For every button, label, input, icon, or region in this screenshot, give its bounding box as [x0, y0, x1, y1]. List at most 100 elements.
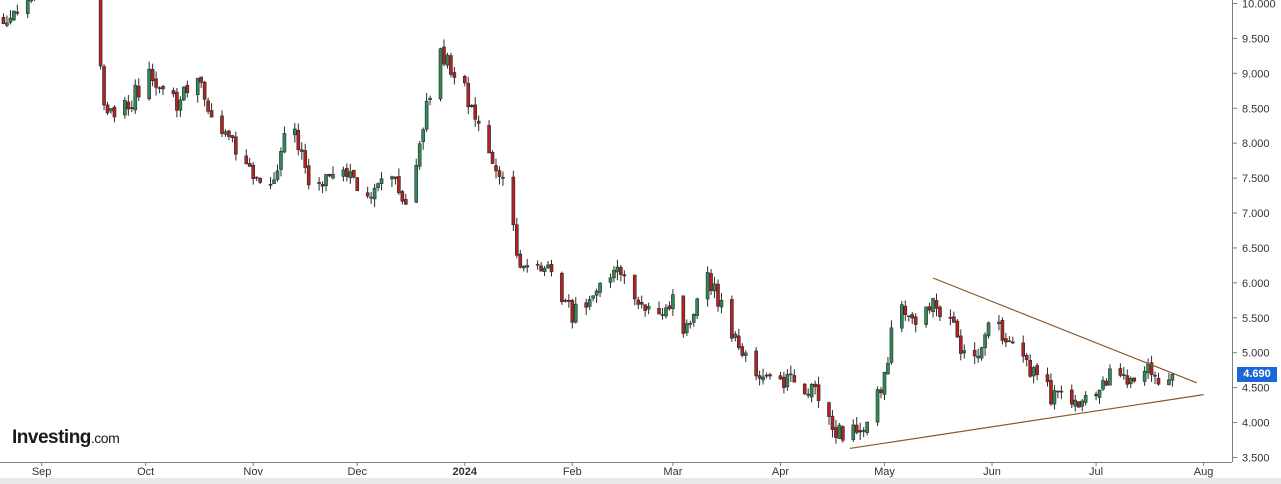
candle-body [1059, 390, 1064, 393]
candle-body [272, 179, 276, 184]
candle-body [778, 375, 783, 380]
candle-body [445, 54, 450, 66]
y-axis: 3.500 4.000 4.500 5.000 5.500 6.000 6.500 7.000… [1232, 0, 1276, 465]
lower-trendline[interactable] [849, 394, 1204, 450]
y-tick-label: 7.000 [1242, 208, 1270, 220]
x-tick-label: Jul [1089, 466, 1103, 478]
candle-body [421, 129, 425, 142]
x-tick-label: Dec [347, 466, 367, 478]
candle-body [1108, 368, 1112, 386]
candle-body [636, 299, 641, 305]
candle-body [147, 68, 151, 100]
candle-body [1125, 375, 1130, 385]
candle-body [546, 264, 550, 269]
candle-body [1076, 401, 1081, 408]
candle-body [424, 100, 429, 130]
candle-body [417, 143, 422, 167]
candle-body [719, 299, 724, 308]
candle-body [806, 393, 810, 396]
candle-body [976, 355, 980, 359]
candle-body [501, 176, 505, 179]
candle-body [584, 302, 588, 308]
candle-body [632, 274, 637, 300]
y-tick-label: 3.500 [1242, 453, 1270, 465]
candle-body [182, 86, 186, 101]
candle-body [924, 306, 928, 325]
candle-body [404, 199, 408, 205]
candle-body [622, 274, 627, 277]
candle-body [195, 77, 200, 96]
candle-body [112, 106, 117, 118]
candle-body [275, 170, 280, 180]
candle-body [837, 424, 842, 439]
candle-body [938, 306, 942, 317]
candle-body [972, 349, 977, 357]
upper-trendline[interactable] [932, 277, 1197, 384]
candle-body [452, 72, 457, 78]
candle-body [227, 130, 231, 137]
candle-body [854, 424, 859, 433]
candle-body [1104, 380, 1109, 386]
candle-body [487, 125, 491, 154]
candle-body [1101, 380, 1105, 390]
candle-body [296, 129, 301, 151]
candle-body [789, 373, 793, 376]
candle-body [268, 183, 273, 186]
candle-body [202, 81, 207, 100]
candle-body [1153, 374, 1157, 377]
candle-body [1132, 377, 1137, 382]
candle-body [934, 300, 939, 309]
candle-body [1097, 389, 1102, 398]
candle-body [830, 415, 835, 430]
candle-body [390, 176, 394, 180]
candle-body [414, 165, 419, 203]
logo-suffix-text: .com [90, 430, 120, 446]
candle-body [608, 277, 613, 283]
candle-body [494, 165, 498, 172]
candle-body [1170, 374, 1175, 381]
candle-body [511, 176, 516, 226]
candle-body [660, 314, 665, 316]
candle-body [570, 300, 575, 323]
candle-body [1, 16, 6, 24]
candle-body [376, 183, 380, 189]
candle-body [567, 299, 571, 302]
candle-body [1011, 341, 1015, 344]
candle-body [351, 169, 356, 178]
y-tick-label: 4.000 [1242, 418, 1270, 430]
candle-body [591, 295, 595, 299]
candle-body [1000, 320, 1005, 341]
candle-body [657, 307, 661, 315]
candle-body [397, 176, 401, 194]
candle-body [587, 299, 592, 307]
candle-body [802, 383, 807, 395]
x-tick-label: Jun [983, 466, 1001, 478]
candle-body [258, 178, 262, 183]
candle-body [782, 376, 786, 388]
candle-body [1118, 368, 1123, 376]
candle-body [535, 263, 540, 266]
candle-body [997, 321, 1001, 324]
candle-body [841, 426, 845, 441]
candle-body [234, 136, 238, 155]
candle-body [469, 104, 474, 108]
candle-body [428, 97, 432, 100]
candle-body [393, 176, 398, 179]
candle-body [927, 306, 932, 311]
candle-body [521, 265, 526, 269]
candle-body [761, 376, 765, 381]
x-axis: Sep Oct Nov Dec 2024 Feb Mar Apr May Jun Jul Aug [0, 462, 1281, 484]
candle-body [598, 282, 602, 293]
x-tick-label: May [874, 466, 895, 478]
candle-body [594, 290, 599, 296]
candle-body [1149, 362, 1154, 376]
candle-body [865, 421, 869, 433]
candle-body [1073, 399, 1078, 407]
candle-body [861, 430, 866, 432]
y-tick-label: 7.500 [1242, 173, 1270, 185]
candle-body [1024, 355, 1029, 360]
candle-body [8, 17, 13, 23]
candle-body [175, 91, 179, 111]
candle-body [1035, 365, 1039, 376]
